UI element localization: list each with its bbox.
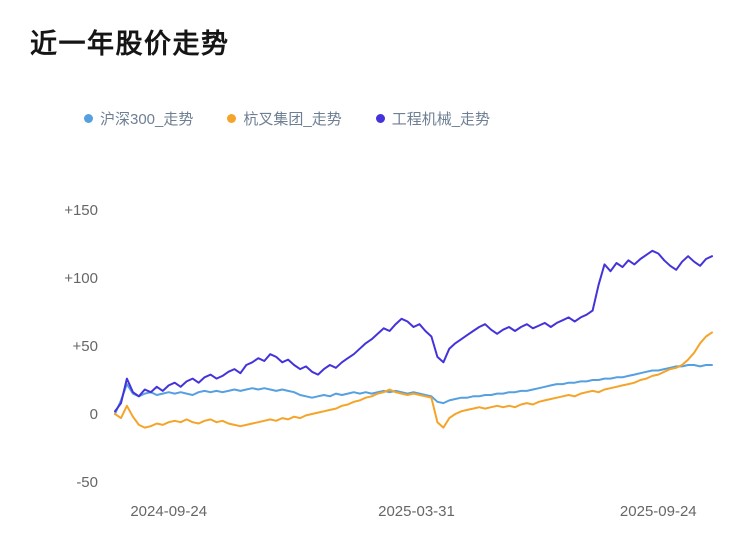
y-tick-label: +100 bbox=[64, 270, 98, 287]
legend-item-hs300[interactable]: 沪深300_走势 bbox=[84, 108, 193, 129]
legend-dot-hangcha-icon bbox=[227, 114, 237, 123]
legend: 沪深300_走势 杭叉集团_走势 工程机械_走势 bbox=[84, 108, 490, 129]
legend-dot-machinery-icon bbox=[375, 114, 385, 123]
legend-label-hs300: 沪深300_走势 bbox=[100, 111, 194, 128]
legend-label-hangcha: 杭叉集团_走势 bbox=[243, 111, 342, 128]
legend-item-hangcha[interactable]: 杭叉集团_走势 bbox=[227, 108, 342, 129]
chart-title: 近一年股价走势 bbox=[30, 29, 230, 59]
y-tick-label: -50 bbox=[76, 474, 98, 491]
series-line-hangcha bbox=[114, 331, 713, 429]
x-axis-tick-labels: 2024-09-24 2025-03-31 2025-09-24 bbox=[130, 503, 696, 520]
x-tick-label: 2025-03-31 bbox=[378, 503, 455, 520]
y-axis-tick-labels: -50 0 +50 +100 +150 bbox=[64, 202, 98, 491]
series-line-machinery bbox=[114, 249, 713, 413]
legend-item-machinery[interactable]: 工程机械_走势 bbox=[375, 108, 491, 129]
y-tick-label: +150 bbox=[64, 202, 98, 219]
x-tick-label: 2025-09-24 bbox=[620, 503, 697, 520]
y-tick-label: 0 bbox=[90, 406, 98, 423]
legend-dot-hs300-icon bbox=[84, 114, 93, 123]
y-tick-label: +50 bbox=[73, 338, 98, 355]
series-line-hs300 bbox=[114, 364, 713, 415]
x-tick-label: 2024-09-24 bbox=[130, 503, 207, 520]
legend-label-machinery: 工程机械_走势 bbox=[391, 111, 491, 128]
